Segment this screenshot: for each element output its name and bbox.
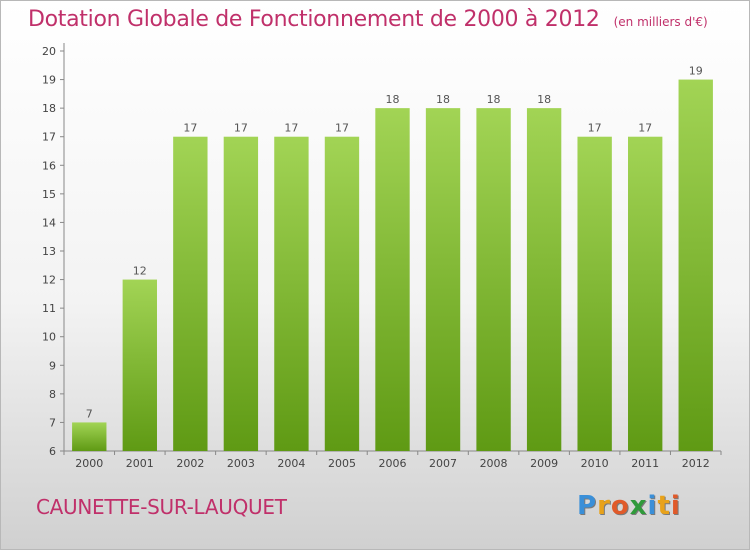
bar-2004 (274, 136, 309, 451)
x-tick-label-2001: 2001 (126, 457, 154, 470)
x-tick-label-2008: 2008 (480, 457, 508, 470)
bar-2009 (526, 108, 562, 452)
logo-letter: r (597, 491, 611, 521)
chart-title-text: Dotation Globale de Fonctionnement de 20… (28, 7, 600, 32)
y-tick-label-14: 14 (42, 216, 56, 229)
data-label-2002: 17 (183, 122, 197, 135)
x-tick-label-2006: 2006 (379, 457, 407, 470)
y-tick-label-6: 6 (49, 445, 56, 458)
x-tick-label-2003: 2003 (227, 457, 255, 470)
x-tick-label-2005: 2005 (328, 457, 356, 470)
x-tick-label-2002: 2002 (176, 457, 204, 470)
chart-title: Dotation Globale de Fonctionnement de 20… (28, 7, 708, 32)
data-label-2012: 19 (689, 65, 703, 78)
bar-2001 (122, 279, 157, 451)
x-tick-label-2009: 2009 (530, 457, 558, 470)
x-tick-label-2000: 2000 (75, 457, 103, 470)
x-tick-label-2010: 2010 (581, 457, 609, 470)
bar-2000 (72, 422, 107, 451)
y-tick-label-17: 17 (42, 131, 56, 144)
data-label-2000: 7 (86, 407, 93, 420)
x-tick-label-2012: 2012 (682, 457, 710, 470)
data-label-2010: 17 (588, 122, 602, 135)
logo-letter: o (610, 491, 630, 521)
data-label-2007: 18 (436, 93, 450, 106)
bar-2010 (577, 136, 612, 451)
bar-2008 (476, 108, 511, 452)
bar-2005 (324, 136, 360, 451)
bar-2003 (223, 136, 259, 451)
x-tick-label-2004: 2004 (277, 457, 305, 470)
data-label-2005: 17 (335, 122, 349, 135)
plot-area: 6 7 8 9 10 11 12 13 14 15 16 17 18 19 20 7 2000 12 2001 17 2… (42, 43, 722, 470)
y-tick-label-20: 20 (42, 45, 56, 58)
logo-letter: x (629, 491, 648, 521)
logo-letter: t (657, 491, 671, 521)
y-tick-label-15: 15 (42, 188, 56, 201)
x-tick-label-2011: 2011 (631, 457, 659, 470)
proxiti-logo: Proxiti (577, 491, 681, 521)
y-tick-label-16: 16 (42, 159, 56, 172)
y-tick-label-8: 8 (49, 388, 56, 401)
data-label-2006: 18 (386, 93, 400, 106)
bar-2006 (375, 108, 410, 452)
y-tick-label-12: 12 (42, 274, 56, 287)
logo-letter: P (577, 491, 598, 521)
y-tick-label-9: 9 (49, 359, 56, 372)
data-label-2011: 17 (638, 122, 652, 135)
commune-name: CAUNETTE-SUR-LAUQUET (36, 495, 287, 519)
y-tick-label-11: 11 (42, 302, 56, 315)
logo-letter: i (647, 491, 658, 521)
bar-2007 (425, 108, 461, 452)
y-tick-label-13: 13 (42, 245, 56, 258)
bar-2002 (173, 136, 208, 451)
bar-2012 (678, 79, 713, 452)
data-label-2004: 17 (284, 122, 298, 135)
y-tick-label-19: 19 (42, 74, 56, 87)
x-tick-label-2007: 2007 (429, 457, 457, 470)
y-tick-label-18: 18 (42, 102, 56, 115)
data-label-2001: 12 (133, 265, 147, 278)
data-label-2003: 17 (234, 122, 248, 135)
y-tick-label-10: 10 (42, 331, 56, 344)
chart-subtitle: (en milliers d'€) (613, 15, 708, 29)
y-tick-label-7: 7 (49, 416, 56, 429)
data-label-2009: 18 (537, 93, 551, 106)
bar-2011 (628, 136, 663, 451)
logo-letter: i (670, 491, 681, 521)
data-label-2008: 18 (487, 93, 501, 106)
